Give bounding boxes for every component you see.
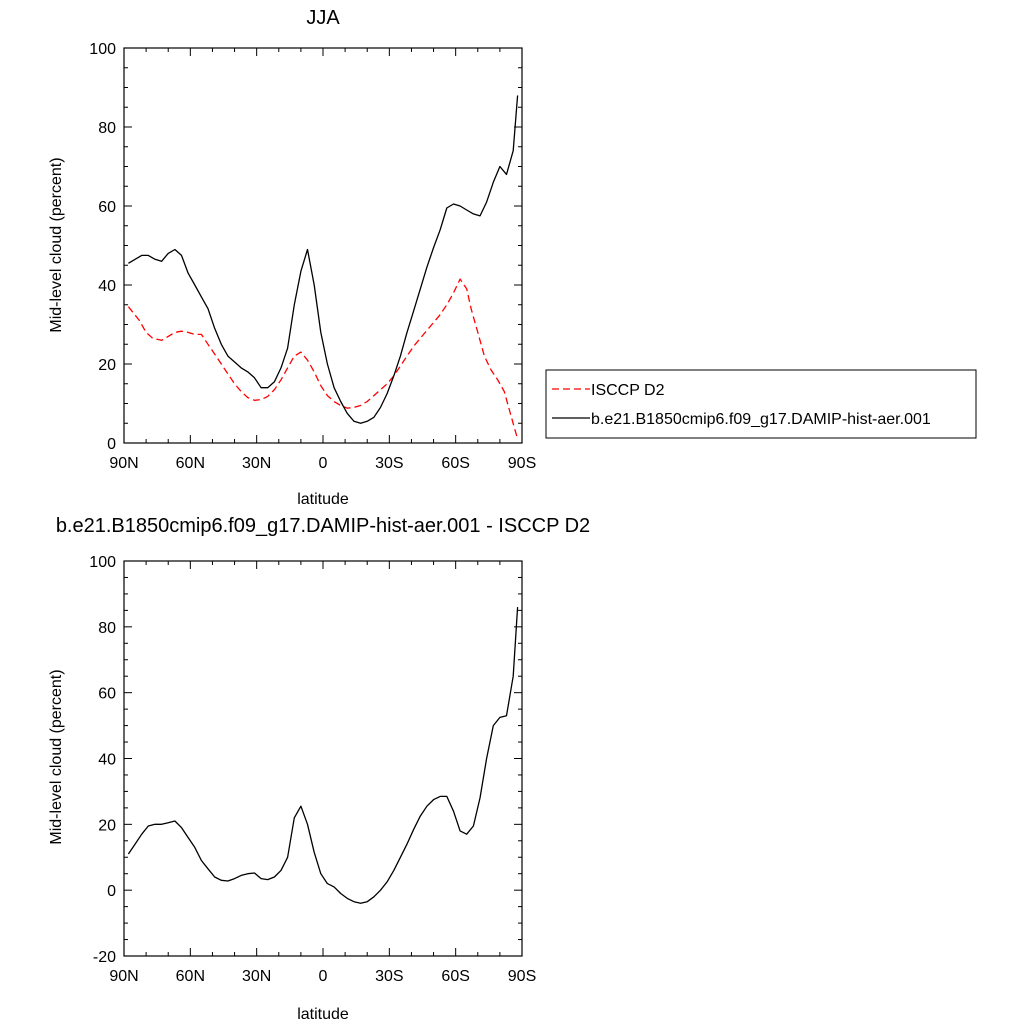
bottom-panel: b.e21.B1850cmip6.f09_g17.DAMIP-hist-aer.… (48, 515, 590, 1023)
bottom-panel-y-axis-label: Mid-level cloud (percent) (48, 669, 65, 844)
y-tick-label: 100 (89, 41, 116, 58)
y-tick-label: 80 (98, 620, 116, 637)
y-tick-label: 40 (98, 752, 116, 769)
y-tick-label: 100 (89, 554, 116, 571)
top-panel-title: JJA (306, 7, 340, 29)
legend-label-model: b.e21.B1850cmip6.f09_g17.DAMIP-hist-aer.… (591, 411, 931, 428)
y-tick-label: 20 (98, 357, 116, 374)
y-tick-label: 0 (107, 883, 116, 900)
top-panel-y-axis-label: Mid-level cloud (percent) (48, 157, 65, 332)
top-panel-x-axis-label: latitude (297, 491, 349, 508)
x-tick-label: 90N (109, 968, 138, 985)
x-tick-label: 30S (375, 455, 403, 472)
x-tick-label: 90S (508, 968, 536, 985)
x-tick-label: 30N (242, 455, 271, 472)
x-tick-label: 60S (441, 968, 469, 985)
bottom-panel-title: b.e21.B1850cmip6.f09_g17.DAMIP-hist-aer.… (56, 515, 590, 537)
plot-frame (123, 560, 523, 957)
y-tick-label: 40 (98, 278, 116, 295)
x-tick-label: 30N (242, 968, 271, 985)
x-tick-label: 30S (375, 968, 403, 985)
plot-frame (123, 47, 523, 444)
legend-box (545, 369, 977, 439)
y-tick-label: 60 (98, 686, 116, 703)
x-tick-label: 0 (319, 968, 328, 985)
y-tick-label: 0 (107, 436, 116, 453)
x-tick-label: 90S (508, 455, 536, 472)
bottom-panel-x-axis-label: latitude (297, 1006, 349, 1023)
top-panel: JJA 90N 60N 30N 0 30S 60S 90S 0 20 40 60 80 100 lati… (48, 7, 536, 508)
legend-label-isccp: ISCCP D2 (591, 382, 665, 399)
top-panel-axes: 90N 60N 30N 0 30S 60S 90S 0 20 40 60 80 100 (89, 41, 536, 472)
x-tick-label: 90N (109, 455, 138, 472)
x-tick-label: 0 (319, 455, 328, 472)
top-panel-plot-area (127, 95, 519, 440)
y-tick-label: 80 (98, 120, 116, 137)
x-tick-label: 60N (176, 968, 205, 985)
series-line-difference (127, 607, 519, 904)
y-tick-label: 20 (98, 817, 116, 834)
y-tick-label: -20 (93, 949, 116, 966)
bottom-panel-plot-area (127, 607, 519, 904)
legend: ISCCP D2 b.e21.B1850cmip6.f09_g17.DAMIP-… (545, 369, 977, 439)
series-line-b-e21-b1850cmip6-f09-g17-damip-hist-aer-001 (128, 95, 519, 424)
bottom-panel-axes: 90N 60N 30N 0 30S 60S 90S -20 0 20 40 60 80 100 (89, 554, 536, 985)
series-line-isccp-d2 (127, 278, 519, 440)
x-tick-label: 60S (441, 455, 469, 472)
y-tick-label: 60 (98, 199, 116, 216)
x-tick-label: 60N (176, 455, 205, 472)
